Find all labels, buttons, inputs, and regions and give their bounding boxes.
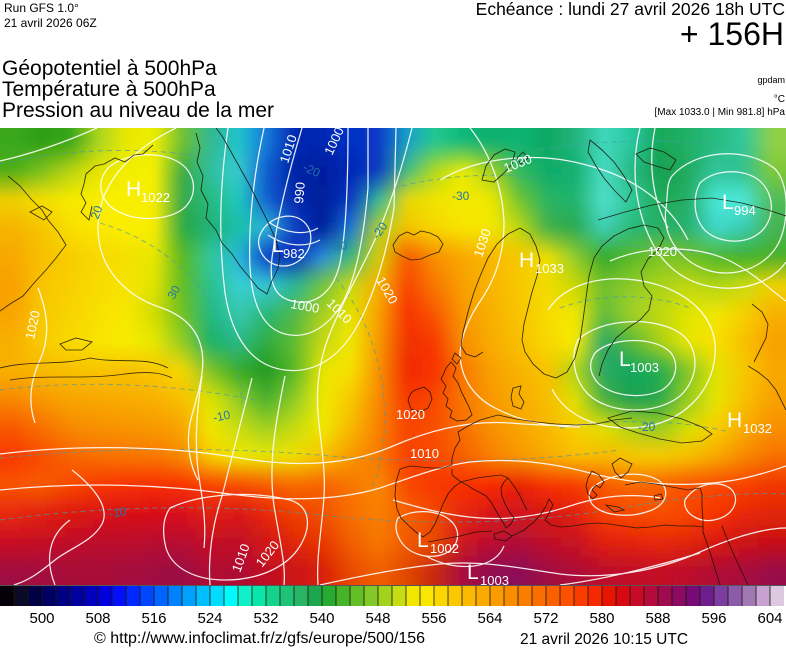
svg-text:994: 994 [734,203,756,218]
svg-text:20: 20 [88,203,106,221]
svg-text:1000: 1000 [289,296,320,316]
svg-text:1010: 1010 [410,446,439,461]
svg-text:1020: 1020 [22,309,43,340]
svg-text:1003: 1003 [480,573,509,585]
svg-text:L: L [417,529,429,552]
svg-text:H: H [126,178,141,201]
svg-text:-10: -10 [108,504,128,521]
svg-text:1020: 1020 [648,244,677,259]
svg-text:1002: 1002 [430,541,459,556]
svg-text:-30: -30 [452,189,470,203]
svg-text:30: 30 [164,283,183,302]
svg-text:L: L [467,561,479,584]
svg-text:-10: -10 [212,408,232,425]
svg-text:L: L [272,234,284,257]
svg-text:1032: 1032 [743,421,772,436]
svg-text:1020: 1020 [396,407,425,422]
svg-text:-20: -20 [638,420,656,434]
svg-text:990: 990 [291,181,308,204]
svg-text:-20: -20 [301,160,323,180]
svg-text:982: 982 [283,246,305,261]
svg-text:L: L [619,348,631,371]
svg-text:-30: -30 [330,239,348,253]
svg-text:1033: 1033 [535,261,564,276]
svg-text:H: H [519,249,534,272]
svg-text:1022: 1022 [141,190,170,205]
svg-text:L: L [722,191,734,214]
svg-text:H: H [727,409,742,432]
svg-text:1003: 1003 [630,360,659,375]
